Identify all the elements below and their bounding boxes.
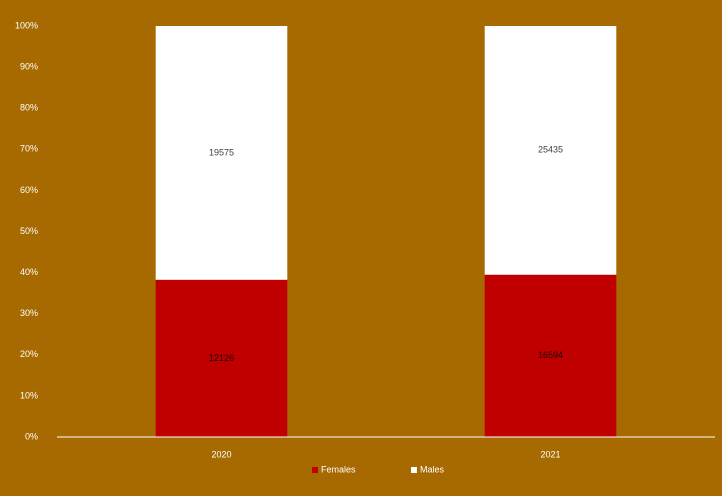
y-tick-label: 80%	[20, 103, 38, 113]
legend-swatch	[312, 467, 318, 473]
y-tick-label: 70%	[20, 144, 38, 154]
bar-segment	[155, 279, 288, 437]
y-tick-label: 30%	[20, 308, 38, 318]
bar-segment	[155, 26, 288, 280]
legend-swatch	[411, 467, 417, 473]
data-label: 19575	[209, 147, 234, 157]
bar-segment	[484, 274, 617, 437]
y-tick-label: 100%	[15, 20, 38, 30]
data-label: 12126	[209, 353, 234, 363]
x-tick-label: 2020	[211, 449, 231, 459]
y-tick-label: 10%	[20, 390, 38, 400]
data-label: 16594	[538, 350, 563, 360]
y-tick-label: 50%	[20, 226, 38, 236]
data-label: 25435	[538, 145, 563, 155]
legend-label: Males	[420, 464, 445, 474]
y-tick-label: 60%	[20, 185, 38, 195]
y-tick-label: 40%	[20, 267, 38, 277]
legend-label: Females	[321, 464, 356, 474]
y-tick-label: 20%	[20, 349, 38, 359]
y-tick-label: 0%	[25, 431, 38, 441]
y-tick-label: 90%	[20, 61, 38, 71]
x-tick-label: 2021	[540, 449, 560, 459]
bar-segment	[484, 26, 617, 275]
